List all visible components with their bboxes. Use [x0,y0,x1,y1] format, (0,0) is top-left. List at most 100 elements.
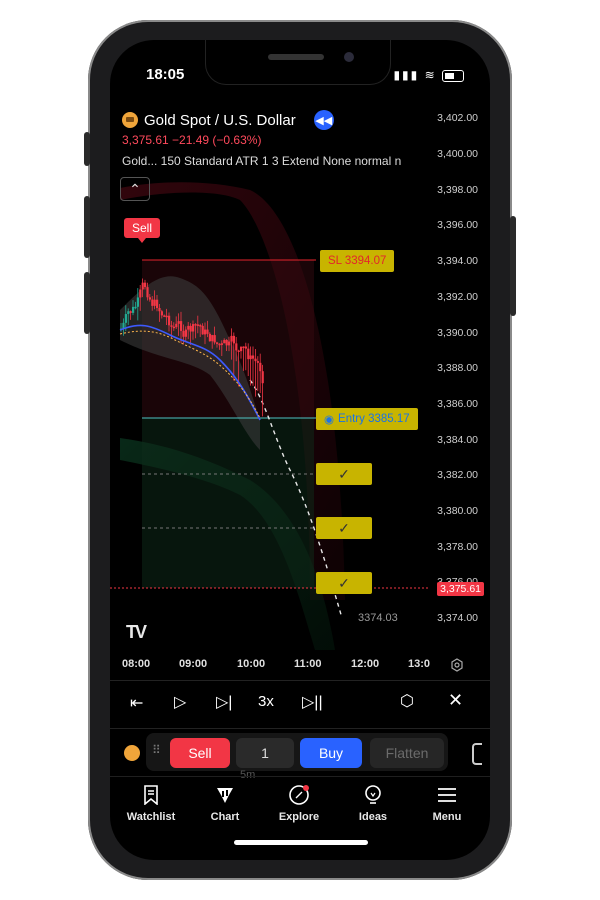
trading-panel: ⠿ Sell 1 Buy Flatten 5m [110,728,490,781]
candle-body [242,346,245,349]
take-profit-2[interactable]: ✓ [316,517,372,539]
quantity-field[interactable]: 1 [236,738,294,768]
x-tick: 09:00 [179,658,208,670]
y-tick: 3,394.00 [437,255,478,267]
take-profit-3[interactable]: ✓ [316,572,372,594]
candle-body [240,346,243,352]
candle-body [127,311,130,315]
jump-to-start-icon[interactable]: ⇤ [130,695,144,712]
candle-body [175,323,178,328]
chart-icon [217,788,233,803]
candle-body [124,314,127,323]
price-envelope [120,276,260,450]
notch [206,40,390,84]
play-icon[interactable]: ▷ [174,694,187,711]
y-tick: 3,400.00 [437,148,478,160]
tab-chart[interactable]: Chart [190,783,260,823]
tab-explore[interactable]: Explore [264,783,334,823]
candle-body [206,329,209,334]
last-price-badge: 3,375.61 [437,582,484,596]
x-tick: 13:0 [408,658,431,670]
symbol-header[interactable]: Gold Spot / U.S. Dollar ◀◀ [122,110,334,130]
tab-ideas[interactable]: Ideas [338,783,408,823]
candle-body [228,341,231,346]
candle-body [196,324,199,326]
buy-button[interactable]: Buy [300,738,362,768]
front-camera [344,52,354,62]
candle-body [189,325,192,332]
price-change: 3,375.61 −21.49 (−0.63%) [122,133,262,147]
candle-body [134,306,137,309]
candle-body [201,325,204,335]
candle-body [170,325,173,327]
candle-body [160,311,163,316]
jump-to-realtime-icon[interactable]: ▷|| [302,694,323,711]
bookmark-icon [144,785,158,805]
entry-label[interactable]: ◉ Entry 3385.17 [316,408,418,430]
home-indicator[interactable] [234,840,368,845]
candle-body [146,287,149,298]
candle-body [261,371,264,384]
y-tick: 3,392.00 [437,291,478,303]
candle-body [218,343,221,346]
candle-body [132,306,135,313]
tab-watchlist[interactable]: Watchlist [116,783,186,823]
candle-body [158,308,161,312]
replay-speed-button[interactable]: 3x [258,693,274,710]
candle-body [192,324,195,332]
volume-up-button [84,196,90,258]
take-profit-1[interactable]: ✓ [316,463,372,485]
rewind-icon[interactable]: ◀◀ [313,110,334,130]
x-tick: 08:00 [122,658,151,670]
sell-button[interactable]: Sell [170,738,230,768]
drag-handle-icon[interactable]: ⠿ [152,743,161,757]
candle-body [139,289,142,298]
x-tick: 10:00 [237,658,266,670]
price-chart[interactable] [110,40,490,650]
candles [120,278,264,417]
candle-body [256,361,259,363]
indicator-legend[interactable]: Gold... 150 Standard ATR 1 3 Extend None… [122,154,402,168]
x-tick: 11:00 [294,658,322,670]
replay-settings-icon[interactable]: ⬡ [400,693,414,710]
chart-settings-icon[interactable] [450,658,464,672]
y-tick: 3,398.00 [437,184,478,196]
moving-average-blue [119,324,261,421]
compass-icon [289,785,309,805]
y-tick: 3,386.00 [437,398,478,410]
tab-menu[interactable]: Menu [412,783,482,823]
candle-body [232,335,235,344]
chevron-up-icon: ⌃ [129,180,141,197]
candle-body [141,282,144,290]
candle-body [225,339,228,346]
y-tick: 3,374.00 [437,612,478,624]
candle-body [249,355,252,360]
y-tick: 3,380.00 [437,505,478,517]
candle-body [216,342,219,344]
candle-body [136,297,139,307]
candle-body [156,299,159,309]
x-tick: 12:00 [351,658,380,670]
entry-dot-icon: ◉ [324,414,335,426]
symbol-title: Gold Spot / U.S. Dollar [144,111,296,129]
candle-body [182,330,185,337]
candle-body [122,322,125,329]
expand-panel-icon[interactable] [472,743,482,765]
stop-loss-label[interactable]: SL 3394.07 [320,250,395,272]
time-axis[interactable]: 08:00 09:00 10:00 11:00 12:00 13:0 [110,650,490,670]
candle-body [148,297,151,300]
candle-body [194,324,197,326]
candle-body [168,315,171,326]
candle-body [180,321,183,331]
step-forward-icon[interactable]: ▷| [216,694,233,711]
y-tick: 3,388.00 [437,362,478,374]
y-tick: 3,402.00 [437,112,478,124]
candle-body [177,321,180,324]
candle-body [165,315,168,318]
close-replay-icon[interactable]: ✕ [448,690,464,710]
flatten-button[interactable]: Flatten [370,738,444,768]
collapse-legend-button[interactable]: ⌃ [120,177,150,201]
interval-hint: 5m [240,769,256,781]
candle-body [199,325,202,327]
price-axis[interactable]: 3,402.00 3,400.00 3,398.00 3,396.00 3,39… [426,100,490,640]
